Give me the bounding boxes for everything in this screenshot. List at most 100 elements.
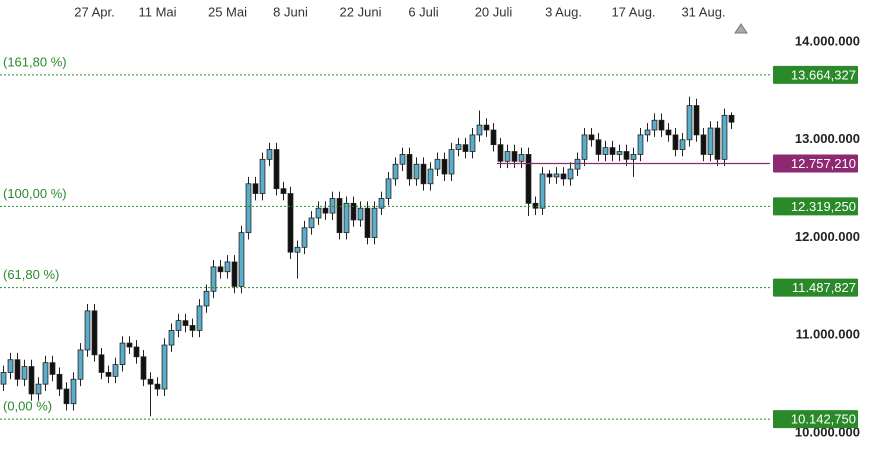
x-tick-label: 20 Juli: [475, 4, 513, 19]
level-name: (61,80 %): [3, 267, 59, 282]
candle-body: [231, 261, 238, 287]
x-tick-label: 17 Aug.: [611, 4, 655, 19]
candle-body: [490, 129, 497, 146]
candle-body: [434, 158, 441, 170]
candle-body: [567, 168, 574, 180]
candle-body: [364, 207, 371, 238]
candle-body: [343, 202, 350, 234]
marker-value-label: 12.757,210: [791, 156, 856, 171]
candle-body: [287, 193, 294, 253]
candle-body: [196, 305, 203, 331]
x-tick-label: 3 Aug.: [545, 4, 582, 19]
candle-body: [728, 114, 735, 123]
level-value-label: 10.142,750: [791, 412, 856, 427]
candle-body: [217, 266, 224, 273]
candle-body: [679, 139, 686, 150]
level-name: (161,80 %): [3, 54, 67, 69]
candle-body: [553, 173, 560, 178]
candle-body: [630, 154, 637, 160]
candle-body: [175, 320, 182, 331]
candle-body: [126, 342, 133, 348]
candle-body: [266, 149, 273, 160]
level-value-box: [773, 410, 858, 429]
candle-body: [483, 124, 490, 131]
scroll-up-icon[interactable]: [734, 23, 748, 34]
candle-body: [497, 144, 504, 162]
candle-body: [35, 383, 42, 395]
candle-body: [392, 163, 399, 180]
candle-body: [105, 372, 112, 377]
candle-body: [413, 163, 420, 180]
level-value-label: 12.319,250: [791, 199, 856, 214]
candle-body: [63, 388, 70, 405]
candle-body: [693, 105, 700, 136]
candle-body: [714, 127, 721, 160]
candle-body: [350, 202, 357, 221]
candle-body: [42, 362, 49, 385]
level-name: (100,00 %): [3, 186, 67, 201]
candle-body: [707, 127, 714, 155]
candle-body: [21, 366, 28, 380]
y-tick-label: 12.000.000: [795, 229, 860, 244]
candle-body: [721, 114, 728, 160]
candle-body: [133, 346, 140, 358]
candle-body: [511, 151, 518, 162]
candle-body: [455, 144, 462, 150]
x-tick-label: 27 Apr.: [74, 4, 114, 19]
candle-body: [112, 364, 119, 377]
candle-body: [28, 366, 35, 395]
candle-body: [49, 362, 56, 375]
candle-body: [98, 354, 105, 373]
candle-body: [280, 188, 287, 194]
candle-body: [119, 342, 126, 366]
x-tick-label: 22 Juni: [340, 4, 382, 19]
candle-body: [161, 344, 168, 390]
level-value-box: [773, 278, 858, 297]
candle-body: [273, 149, 280, 190]
candle-body: [616, 151, 623, 155]
candle-body: [259, 158, 266, 194]
candle-body: [147, 378, 154, 385]
candle-body: [371, 207, 378, 238]
candle-body: [7, 359, 14, 373]
candle-body: [322, 207, 329, 214]
marker-value-box: [773, 154, 858, 173]
candle-body: [301, 227, 308, 248]
x-tick-label: 8 Juni: [273, 4, 308, 19]
candle-body: [224, 261, 231, 273]
candle-body: [0, 372, 7, 385]
candle-body: [406, 154, 413, 180]
candle-body: [686, 105, 693, 141]
candle-body: [294, 246, 301, 253]
y-tick-label: 10.000.000: [795, 424, 860, 439]
candle-body: [315, 207, 322, 219]
candle-body: [441, 158, 448, 175]
candle-body: [637, 134, 644, 155]
candle-body: [518, 154, 525, 162]
candle-body: [70, 378, 77, 405]
candle-body: [539, 173, 546, 209]
candle-body: [525, 154, 532, 204]
candle-body: [56, 373, 63, 390]
candle-body: [560, 173, 567, 180]
candle-body: [462, 144, 469, 152]
candle-body: [623, 151, 630, 160]
y-tick-label: 13.000.000: [795, 131, 860, 146]
level-value-box: [773, 65, 858, 84]
candle-body: [602, 147, 609, 155]
x-tick-label: 6 Juli: [408, 4, 438, 19]
candle-body: [448, 149, 455, 175]
candle-body: [378, 198, 385, 209]
candle-body: [203, 290, 210, 307]
x-tick-label: 11 Mai: [138, 4, 176, 19]
x-tick-label: 25 Mai: [208, 4, 247, 19]
candle-body: [168, 329, 175, 346]
candle-body: [700, 134, 707, 155]
y-tick-label: 11.000.000: [796, 327, 860, 342]
candle-body: [532, 202, 539, 209]
candle-body: [329, 198, 336, 214]
candle-body: [189, 325, 196, 331]
level-name: (0,00 %): [3, 399, 52, 414]
candle-body: [91, 310, 98, 356]
candle-body: [182, 320, 189, 326]
